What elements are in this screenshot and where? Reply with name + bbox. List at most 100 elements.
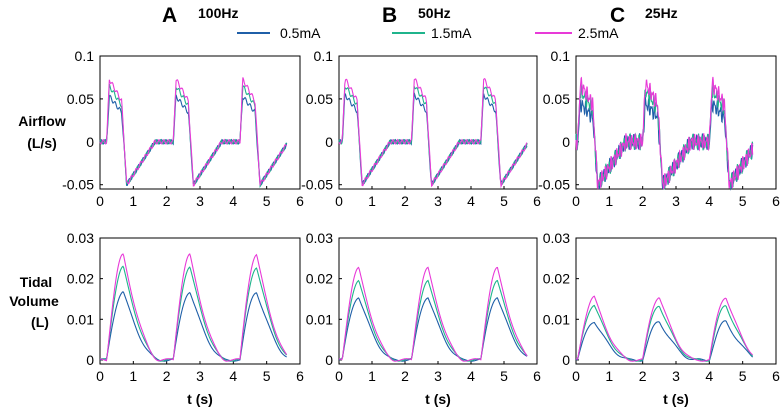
x-tick-label: 6 <box>772 368 780 384</box>
y-tick-label: 0.1 <box>314 48 334 64</box>
chart-B-airflow: 0 1 2 3 4 5 60.10.050-0.05 <box>301 48 541 209</box>
chart-A-airflow: 0 1 2 3 4 5 60.10.050-0.05 <box>62 48 304 209</box>
x-axis-label: t (s) <box>425 391 451 407</box>
x-tick-label: 2 <box>639 368 647 384</box>
x-tick-label: 0 <box>572 368 580 384</box>
series-line-1-5ma <box>99 265 288 362</box>
chart-C-volume: 0 1 2 3 4 5 6 0.03 0.02 0.01 0 t (s) <box>543 230 780 407</box>
x-tick-label: 4 <box>229 368 237 384</box>
x-tick-label: 2 <box>401 193 409 209</box>
y-tick-label: 0 <box>86 352 94 368</box>
axes-box <box>338 55 538 190</box>
x-tick-label: 3 <box>434 193 442 209</box>
series-line-2-5ma <box>99 253 288 362</box>
x-tick-label: 3 <box>434 368 442 384</box>
series-line-0-5ma <box>338 92 528 185</box>
x-tick-label: 1 <box>129 368 137 384</box>
x-tick-label: 0 <box>335 368 343 384</box>
legend-label-0-5ma: 0.5mA <box>280 25 321 41</box>
series-line-1-5ma <box>338 279 528 362</box>
x-tick-label: 5 <box>263 368 271 384</box>
x-tick-label: 4 <box>705 368 713 384</box>
series-line-2-5ma <box>338 266 528 362</box>
series-line-2-5ma <box>338 77 528 189</box>
y-tick-label: 0.1 <box>75 48 95 64</box>
x-tick-label: 3 <box>672 368 680 384</box>
y-tick-label: 0.05 <box>543 91 570 107</box>
series-line-1-5ma <box>338 85 528 185</box>
axes-box <box>338 237 538 365</box>
y-tick-label: 0 <box>562 352 570 368</box>
x-tick-label: 4 <box>467 193 475 209</box>
x-tick-label: 6 <box>296 193 304 209</box>
panel-letter-c: C <box>610 4 625 27</box>
y-tick-label: 0 <box>325 134 333 150</box>
y-tick-label: 0.02 <box>543 271 570 287</box>
x-tick-label: 3 <box>196 368 204 384</box>
chart-A-volume: 0 1 2 3 4 5 6 0.03 0.02 0.01 0 t (s) <box>67 230 304 407</box>
series-line-1-5ma <box>575 304 754 362</box>
row-label-volume-unit: (L) <box>31 314 49 330</box>
series-line-2-5ma <box>99 77 288 187</box>
x-tick-label: 2 <box>401 368 409 384</box>
x-tick-label: 1 <box>129 193 137 209</box>
panel-freq-a: 100Hz <box>198 5 238 21</box>
x-tick-label: 0 <box>96 368 104 384</box>
legend-label-1-5ma: 1.5mA <box>431 25 472 41</box>
x-tick-label: 4 <box>705 193 713 209</box>
y-tick-label: 0 <box>562 134 570 150</box>
x-tick-label: 1 <box>368 193 376 209</box>
x-tick-label: 5 <box>739 193 747 209</box>
y-tick-label: 0.02 <box>306 271 333 287</box>
x-tick-label: 0 <box>335 193 343 209</box>
y-tick-label: 0.1 <box>551 48 571 64</box>
panel-freq-b: 50Hz <box>418 5 451 21</box>
x-tick-label: 6 <box>533 193 541 209</box>
y-tick-label: -0.05 <box>538 177 570 193</box>
x-axis-label: t (s) <box>663 391 689 407</box>
y-tick-label: 0.01 <box>543 311 570 327</box>
panel-freq-c: 25Hz <box>645 5 678 21</box>
x-tick-label: 0 <box>572 193 580 209</box>
y-tick-label: 0 <box>86 134 94 150</box>
x-tick-label: 2 <box>163 193 171 209</box>
y-tick-label: 0.03 <box>543 230 570 246</box>
x-axis-label: t (s) <box>187 391 213 407</box>
series-line-2-5ma <box>575 295 754 362</box>
y-tick-label: 0.02 <box>67 271 94 287</box>
series-line-0-5ma <box>99 291 287 362</box>
x-tick-label: 3 <box>196 193 204 209</box>
y-tick-label: 0.01 <box>306 311 333 327</box>
legend-label-2-5ma: 2.5mA <box>578 25 619 41</box>
x-tick-label: 4 <box>229 193 237 209</box>
x-tick-label: 1 <box>605 368 613 384</box>
y-tick-label: 0.05 <box>306 91 333 107</box>
x-tick-label: 1 <box>368 368 376 384</box>
x-tick-label: 0 <box>96 193 104 209</box>
chart-C-airflow: 0 1 2 3 4 5 60.10.050-0.05 <box>538 48 780 209</box>
x-tick-label: 5 <box>263 193 271 209</box>
panel-letter-a: A <box>162 4 177 27</box>
row-label-tidal: Tidal <box>20 274 52 290</box>
row-label-airflow: Airflow <box>18 113 66 129</box>
x-tick-label: 6 <box>772 193 780 209</box>
row-label-volume: Volume <box>9 293 59 309</box>
y-tick-label: 0.05 <box>67 91 94 107</box>
x-tick-label: 2 <box>639 193 647 209</box>
y-tick-label: -0.05 <box>62 177 94 193</box>
panel-letter-b: B <box>382 4 397 27</box>
x-tick-label: 5 <box>739 368 747 384</box>
series-line-0-5ma <box>575 320 754 362</box>
x-tick-label: 1 <box>605 193 613 209</box>
x-tick-label: 3 <box>672 193 680 209</box>
series-line-2-5ma <box>575 76 754 190</box>
x-tick-label: 2 <box>163 368 171 384</box>
series-line-0-5ma <box>338 297 528 362</box>
x-tick-label: 5 <box>500 368 508 384</box>
row-label-airflow-unit: (L/s) <box>27 135 57 151</box>
x-tick-label: 6 <box>296 368 304 384</box>
x-tick-label: 4 <box>467 368 475 384</box>
x-tick-label: 6 <box>533 368 541 384</box>
y-tick-label: 0.01 <box>67 311 94 327</box>
